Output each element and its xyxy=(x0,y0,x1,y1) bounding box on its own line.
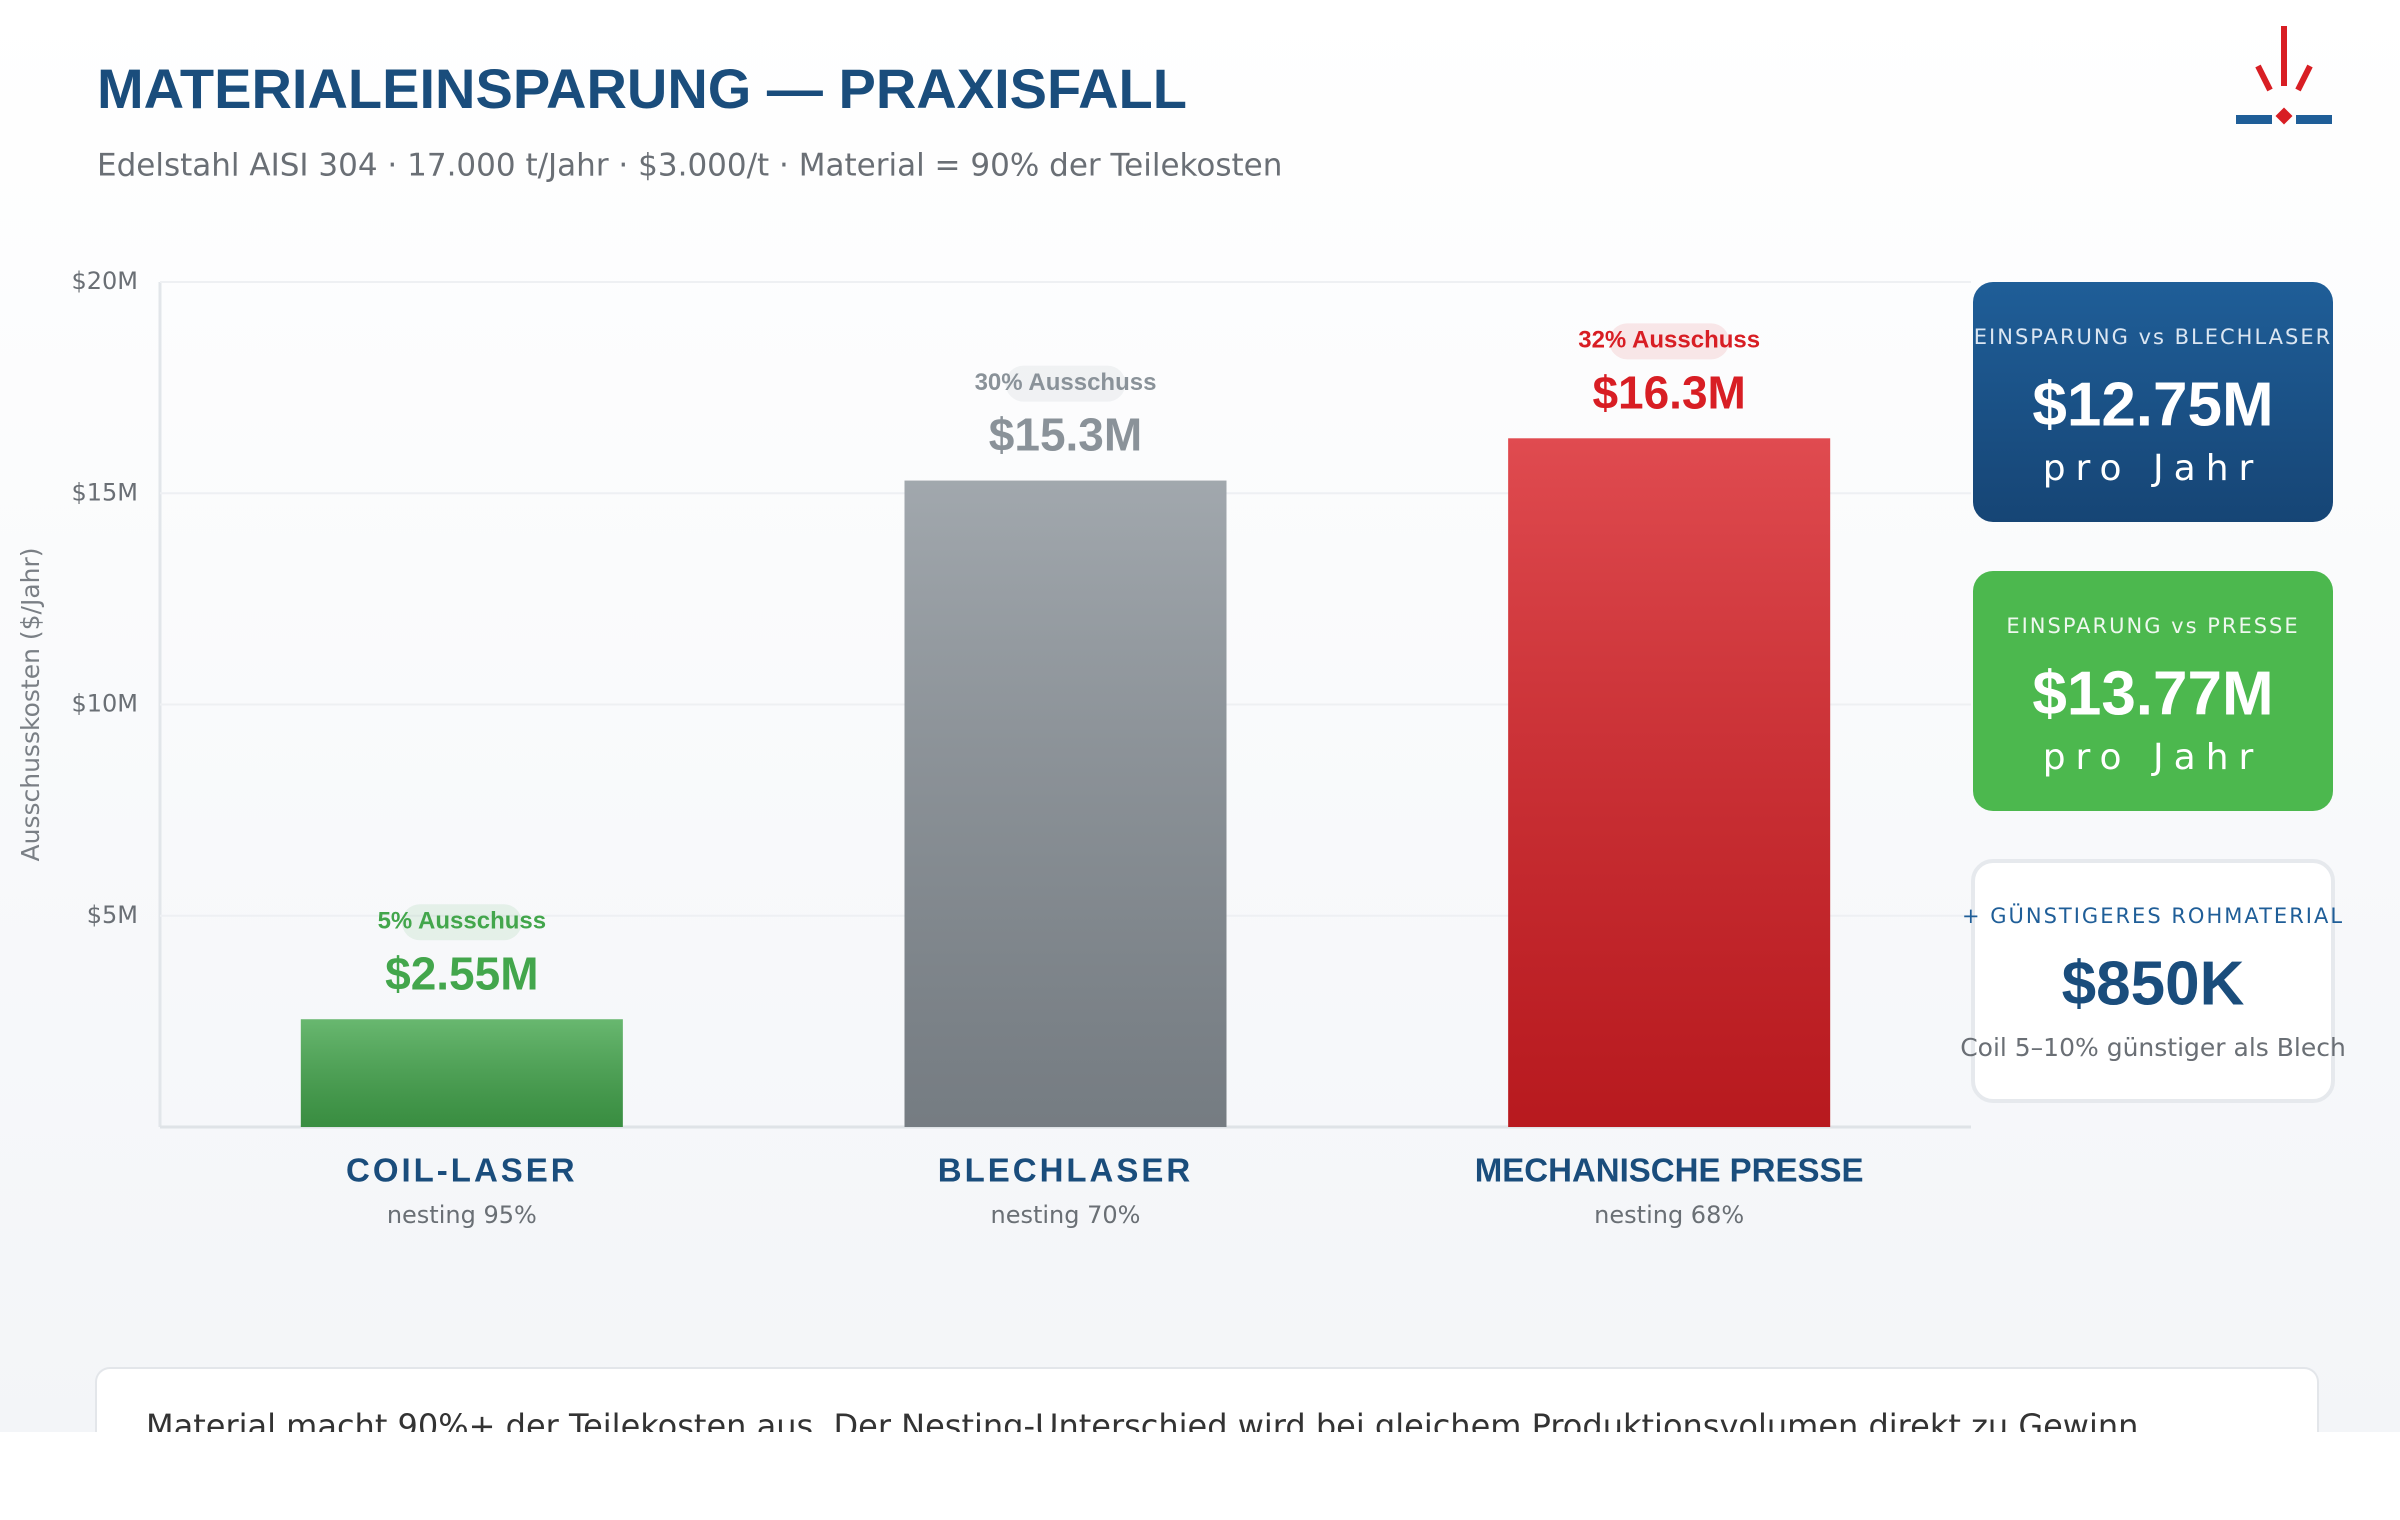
card-value: $13.77M xyxy=(2032,659,2273,728)
card xyxy=(1973,282,2333,522)
category-note: nesting 68% xyxy=(1594,1201,1744,1229)
annotation: 32% Ausschuss xyxy=(1578,327,1760,354)
card xyxy=(1973,571,2333,811)
value-label: $15.3M xyxy=(989,409,1142,461)
footer-text: Material macht 90%+ der Teilekosten aus.… xyxy=(146,1407,2138,1445)
y-tick-label: $10M xyxy=(71,690,138,718)
value-label: $2.55M xyxy=(385,947,538,999)
footer-box xyxy=(95,1367,2319,1432)
annotation: 30% Ausschuss xyxy=(975,369,1157,396)
x-tick-label: COIL-LASER xyxy=(346,1152,578,1189)
annotation: 5% Ausschuss xyxy=(378,908,547,935)
annotation-pill xyxy=(1005,365,1126,402)
x-tick-label: BLECHLASER xyxy=(938,1152,1194,1189)
card-label: EINSPARUNG vs BLECHLASER xyxy=(1974,325,2332,349)
y-axis-title: Ausschusskosten ($/Jahr) xyxy=(16,547,45,861)
bar-shade xyxy=(904,480,1227,1127)
bar-shade xyxy=(1508,438,1831,1127)
y-tick-label: $20M xyxy=(71,267,138,295)
x-tick-label: MECHANISCHE PRESSE xyxy=(1475,1152,1864,1189)
logo xyxy=(2236,26,2332,125)
annotation-pill xyxy=(401,904,522,941)
chart: $5M $10M $15M $20M Ausschusskosten ($/Jahr) 5… xyxy=(16,267,1971,1229)
value-label: $16.3M xyxy=(1592,366,1745,418)
y-tick-label: $15M xyxy=(71,478,138,506)
bar-shade xyxy=(300,1019,623,1127)
subtitle: Edelstahl AISI 304 · 17.000 t/Jahr · $3.… xyxy=(97,148,1282,184)
card-note: Coil 5–10% günstiger als Blech xyxy=(1960,1033,2346,1062)
card-label: + GÜNSTIGERES ROHMATERIAL xyxy=(1962,903,2344,928)
card-note: pro Jahr xyxy=(2043,737,2264,778)
y-tick-label: $5M xyxy=(87,901,138,929)
card-value: $850K xyxy=(2062,949,2245,1018)
annotation-pill xyxy=(1609,323,1730,360)
category-note: nesting 95% xyxy=(387,1201,537,1229)
category-note: nesting 70% xyxy=(991,1201,1141,1229)
cards: EINSPARUNG vs BLECHLASER $12.75M pro Jahr E… xyxy=(1960,282,2346,1103)
card-note: pro Jahr xyxy=(2043,448,2264,489)
card-label: EINSPARUNG vs PRESSE xyxy=(2006,614,2299,638)
footer: Material macht 90%+ der Teilekosten aus.… xyxy=(95,1367,2319,1445)
card-value: $12.75M xyxy=(2032,370,2273,439)
title: MATERIALEINSPARUNG — PRAXISFALL xyxy=(97,57,1187,120)
card xyxy=(1971,859,2335,1103)
